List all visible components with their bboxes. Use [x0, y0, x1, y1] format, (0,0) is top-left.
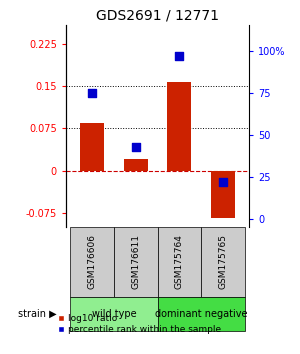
Text: GSM176606: GSM176606	[88, 234, 97, 290]
Point	[220, 179, 225, 185]
Bar	[70, 297, 158, 331]
Point	[90, 90, 94, 96]
Legend: log10 ratio, percentile rank within the sample: log10 ratio, percentile rank within the …	[56, 313, 223, 336]
Bar	[80, 123, 104, 171]
Bar	[124, 159, 148, 171]
Point	[177, 53, 182, 59]
Text: GSM176611: GSM176611	[131, 234, 140, 290]
Bar	[70, 227, 114, 297]
Bar	[158, 297, 244, 331]
Text: wild type: wild type	[92, 309, 136, 319]
Title: GDS2691 / 12771: GDS2691 / 12771	[96, 8, 219, 22]
Text: strain ▶: strain ▶	[18, 309, 57, 319]
Point	[133, 144, 138, 150]
Text: GSM175764: GSM175764	[175, 234, 184, 290]
Bar	[211, 171, 235, 218]
Bar	[201, 227, 244, 297]
Text: GSM175765: GSM175765	[218, 234, 227, 290]
Bar	[167, 82, 191, 171]
Bar	[158, 227, 201, 297]
Bar	[114, 227, 158, 297]
Text: dominant negative: dominant negative	[155, 309, 247, 319]
